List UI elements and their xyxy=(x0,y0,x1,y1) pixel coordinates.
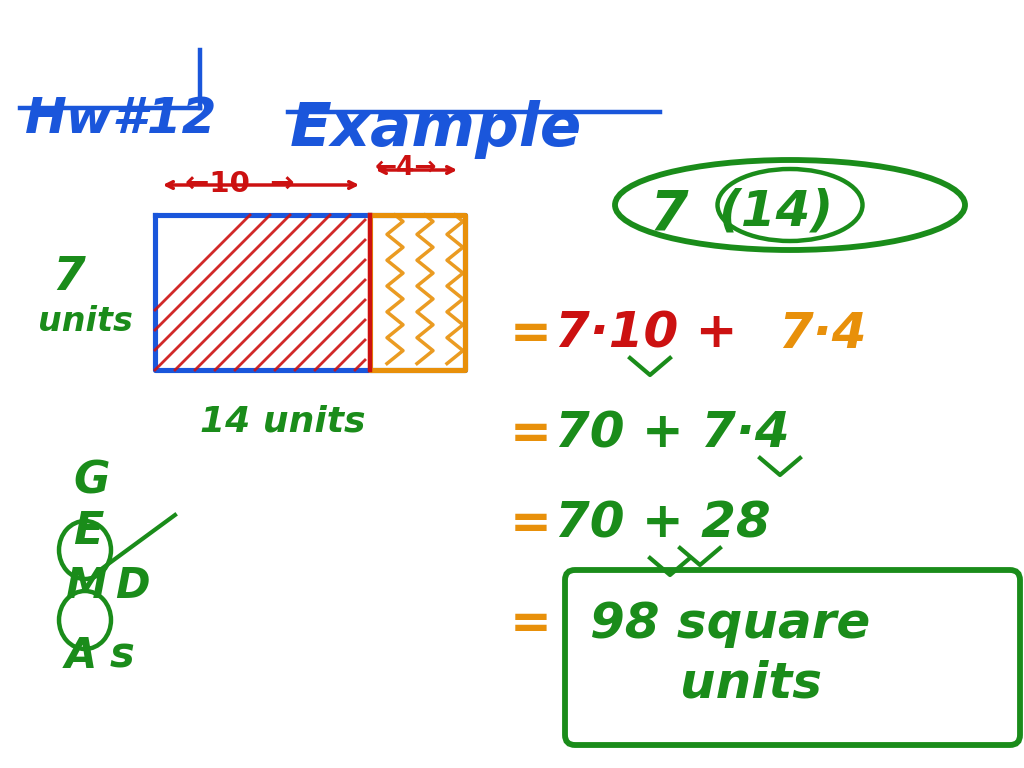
Text: units: units xyxy=(680,660,822,708)
Text: Example: Example xyxy=(290,100,583,159)
Text: units: units xyxy=(38,305,133,338)
Text: 7: 7 xyxy=(52,255,85,300)
Text: 14 units: 14 units xyxy=(200,405,366,439)
Text: s: s xyxy=(110,635,135,677)
Text: 7: 7 xyxy=(650,188,688,242)
Text: =: = xyxy=(510,410,552,458)
Text: ←4→: ←4→ xyxy=(375,155,437,181)
Text: 70 + 7·4: 70 + 7·4 xyxy=(555,410,790,458)
Text: E: E xyxy=(73,510,103,553)
Text: G: G xyxy=(73,460,110,503)
Text: D: D xyxy=(115,565,150,607)
Text: 7·10 +: 7·10 + xyxy=(555,310,755,358)
Text: Hw#12: Hw#12 xyxy=(25,95,217,143)
Text: (14): (14) xyxy=(718,188,834,236)
Text: M: M xyxy=(65,565,106,607)
Text: 70 + 28: 70 + 28 xyxy=(555,500,771,548)
Text: 98 square: 98 square xyxy=(590,600,870,648)
Text: =: = xyxy=(510,310,552,358)
Text: 7·4: 7·4 xyxy=(778,310,866,358)
Text: =: = xyxy=(510,500,552,548)
Text: ←10  →: ←10 → xyxy=(185,170,295,198)
Text: A: A xyxy=(65,635,97,677)
Text: =: = xyxy=(510,600,552,648)
